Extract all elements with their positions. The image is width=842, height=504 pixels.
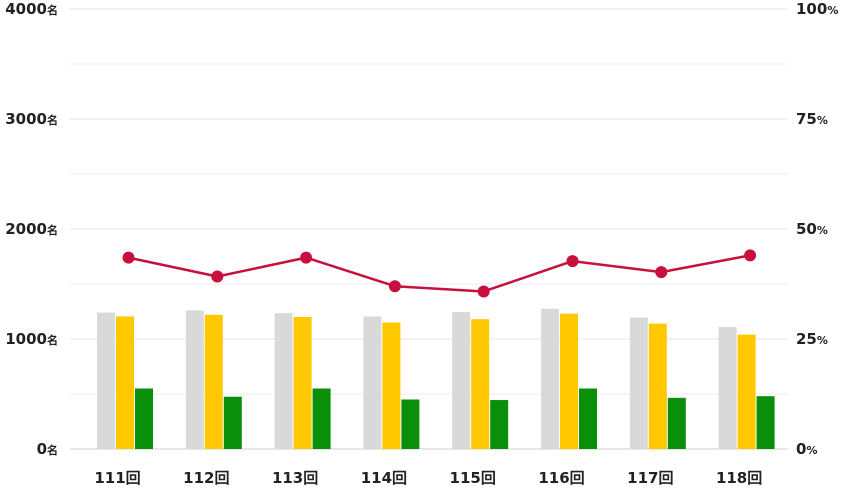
right-axis-ticks: 0% 25% 50% 75% 100% bbox=[796, 0, 838, 458]
bar-series-1 bbox=[185, 310, 204, 449]
category-label: 115回 bbox=[450, 469, 496, 487]
left-tick-label: 2000名 bbox=[5, 220, 58, 238]
bar-series-1 bbox=[629, 317, 648, 449]
line-series-point bbox=[211, 270, 224, 283]
bar-series-2 bbox=[382, 322, 401, 449]
line-series bbox=[122, 249, 757, 298]
right-tick-label: 0% bbox=[796, 440, 817, 458]
bar-series-2 bbox=[293, 317, 312, 449]
line-series-point bbox=[300, 251, 313, 264]
bar-series-2 bbox=[560, 313, 578, 449]
bar-series-3 bbox=[223, 396, 242, 449]
bar-series-1 bbox=[541, 308, 559, 449]
bar-series-3 bbox=[312, 388, 331, 449]
gridlines bbox=[70, 8, 788, 450]
bar-series-3 bbox=[579, 388, 597, 449]
bar-series-1 bbox=[97, 312, 115, 449]
left-tick-label: 3000名 bbox=[5, 110, 58, 128]
line-series-path bbox=[128, 254, 751, 293]
bar-series-1 bbox=[363, 316, 382, 449]
category-label: 118回 bbox=[716, 469, 762, 487]
left-tick-label: 1000名 bbox=[5, 330, 58, 348]
category-label: 117回 bbox=[627, 469, 673, 487]
bar-series-1 bbox=[718, 326, 737, 449]
right-tick-label: 100% bbox=[796, 0, 838, 18]
category-label: 112回 bbox=[183, 469, 229, 487]
category-label: 111回 bbox=[94, 469, 140, 487]
right-tick-label: 75% bbox=[796, 110, 828, 128]
bar-series-2 bbox=[204, 314, 223, 449]
bar-series-2 bbox=[116, 316, 134, 449]
bar-series-3 bbox=[667, 397, 686, 449]
bar-series-3 bbox=[401, 399, 420, 449]
line-series-point bbox=[122, 251, 135, 264]
line-series-point bbox=[388, 280, 401, 293]
bar-series-3 bbox=[135, 388, 153, 449]
line-series-point bbox=[477, 285, 490, 298]
line-series-point bbox=[655, 266, 668, 279]
right-tick-label: 50% bbox=[796, 220, 828, 238]
category-labels: 111回 112回 113回 114回 115回 116回 117回 118回 bbox=[94, 469, 762, 487]
right-tick-label: 25% bbox=[796, 330, 828, 348]
bar-series-2 bbox=[471, 319, 490, 449]
category-label: 113回 bbox=[272, 469, 318, 487]
line-series-point bbox=[744, 249, 757, 262]
line-series-point bbox=[566, 255, 579, 268]
bar-series-3 bbox=[490, 400, 509, 449]
left-tick-label: 0名 bbox=[37, 440, 58, 458]
bar-series-1 bbox=[274, 313, 293, 449]
category-label: 116回 bbox=[538, 469, 584, 487]
bar-series-2 bbox=[648, 323, 667, 449]
bar-series-2 bbox=[737, 334, 756, 449]
bar-series bbox=[97, 308, 775, 449]
left-axis-ticks: 0名 1000名 2000名 3000名 4000名 bbox=[5, 0, 58, 458]
left-tick-label: 4000名 bbox=[5, 0, 58, 18]
category-label: 114回 bbox=[361, 469, 407, 487]
bar-series-3 bbox=[756, 396, 775, 449]
bar-series-1 bbox=[452, 312, 471, 449]
